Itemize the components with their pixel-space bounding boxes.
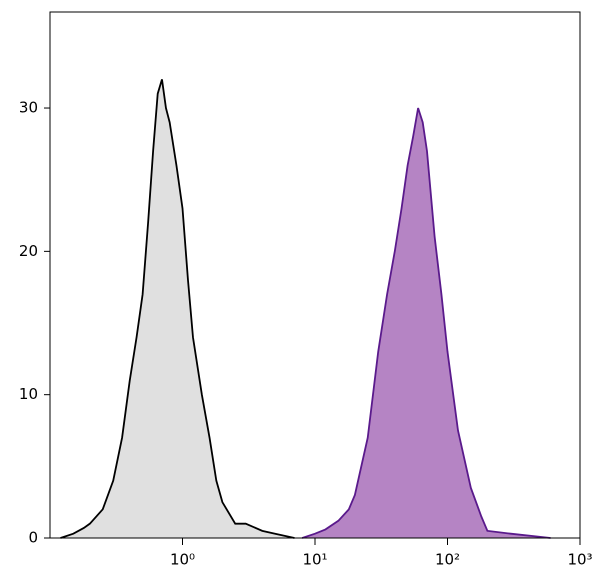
y-tick-label: 20 [19,242,38,260]
x-tick-label: 10² [435,551,460,569]
area-fill [60,79,295,538]
y-tick-label: 10 [19,385,38,403]
x-tick-label: 10³ [567,551,592,569]
area-line [60,79,295,539]
area-line [301,107,551,539]
y-tick-label: 0 [28,529,38,547]
y-tick-label: 30 [19,99,38,117]
area-fill [302,108,551,538]
x-tick-label: 10⁰ [170,551,195,569]
x-tick-label: 10¹ [302,551,327,569]
